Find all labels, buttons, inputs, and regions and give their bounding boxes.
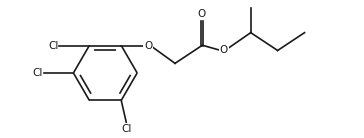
Text: O: O xyxy=(198,9,206,19)
Text: O: O xyxy=(220,46,228,55)
Text: O: O xyxy=(144,41,152,51)
Text: Cl: Cl xyxy=(121,124,131,134)
Text: Cl: Cl xyxy=(32,68,43,78)
Text: Cl: Cl xyxy=(48,41,59,51)
